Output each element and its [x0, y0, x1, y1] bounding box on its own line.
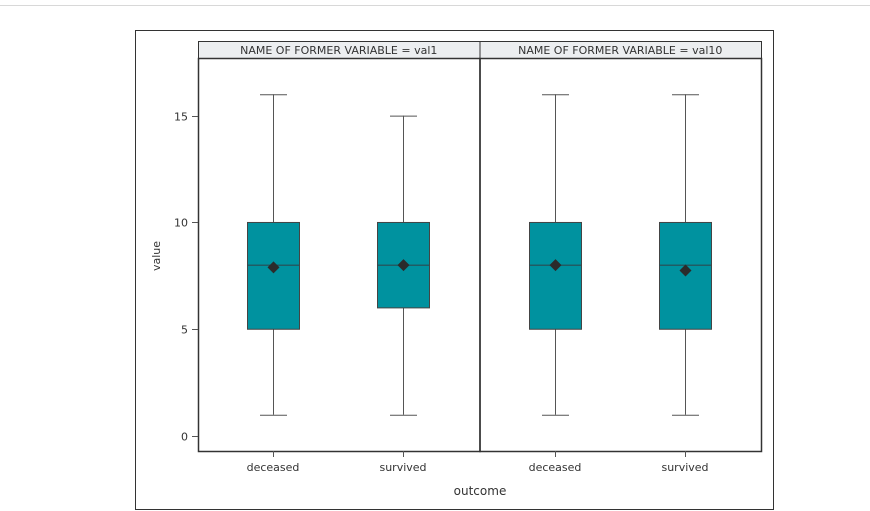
y-tick-label: 5: [181, 324, 188, 337]
x-tick-label: survived: [661, 461, 708, 474]
x-tick-label: survived: [379, 461, 426, 474]
y-axis-label: value: [150, 241, 163, 271]
y-tick-label: 10: [174, 217, 188, 230]
mean-marker: [267, 261, 280, 274]
iqr-box: [247, 221, 300, 330]
iqr-box: [529, 221, 582, 330]
x-tick-label: deceased: [529, 461, 582, 474]
page-divider: [0, 5, 870, 6]
x-axis-label: outcome: [454, 484, 507, 498]
y-tick-label: 15: [174, 111, 188, 124]
mean-marker: [549, 259, 562, 272]
panel-frame: [479, 57, 763, 453]
mean-marker: [679, 264, 692, 277]
y-tick-label: 0: [181, 431, 188, 444]
x-tick-label: deceased: [247, 461, 300, 474]
mean-marker: [397, 259, 410, 272]
panel-header-text: NAME OF FORMER VARIABLE = val1: [240, 44, 437, 57]
panel-header-text: NAME OF FORMER VARIABLE = val10: [518, 44, 722, 57]
